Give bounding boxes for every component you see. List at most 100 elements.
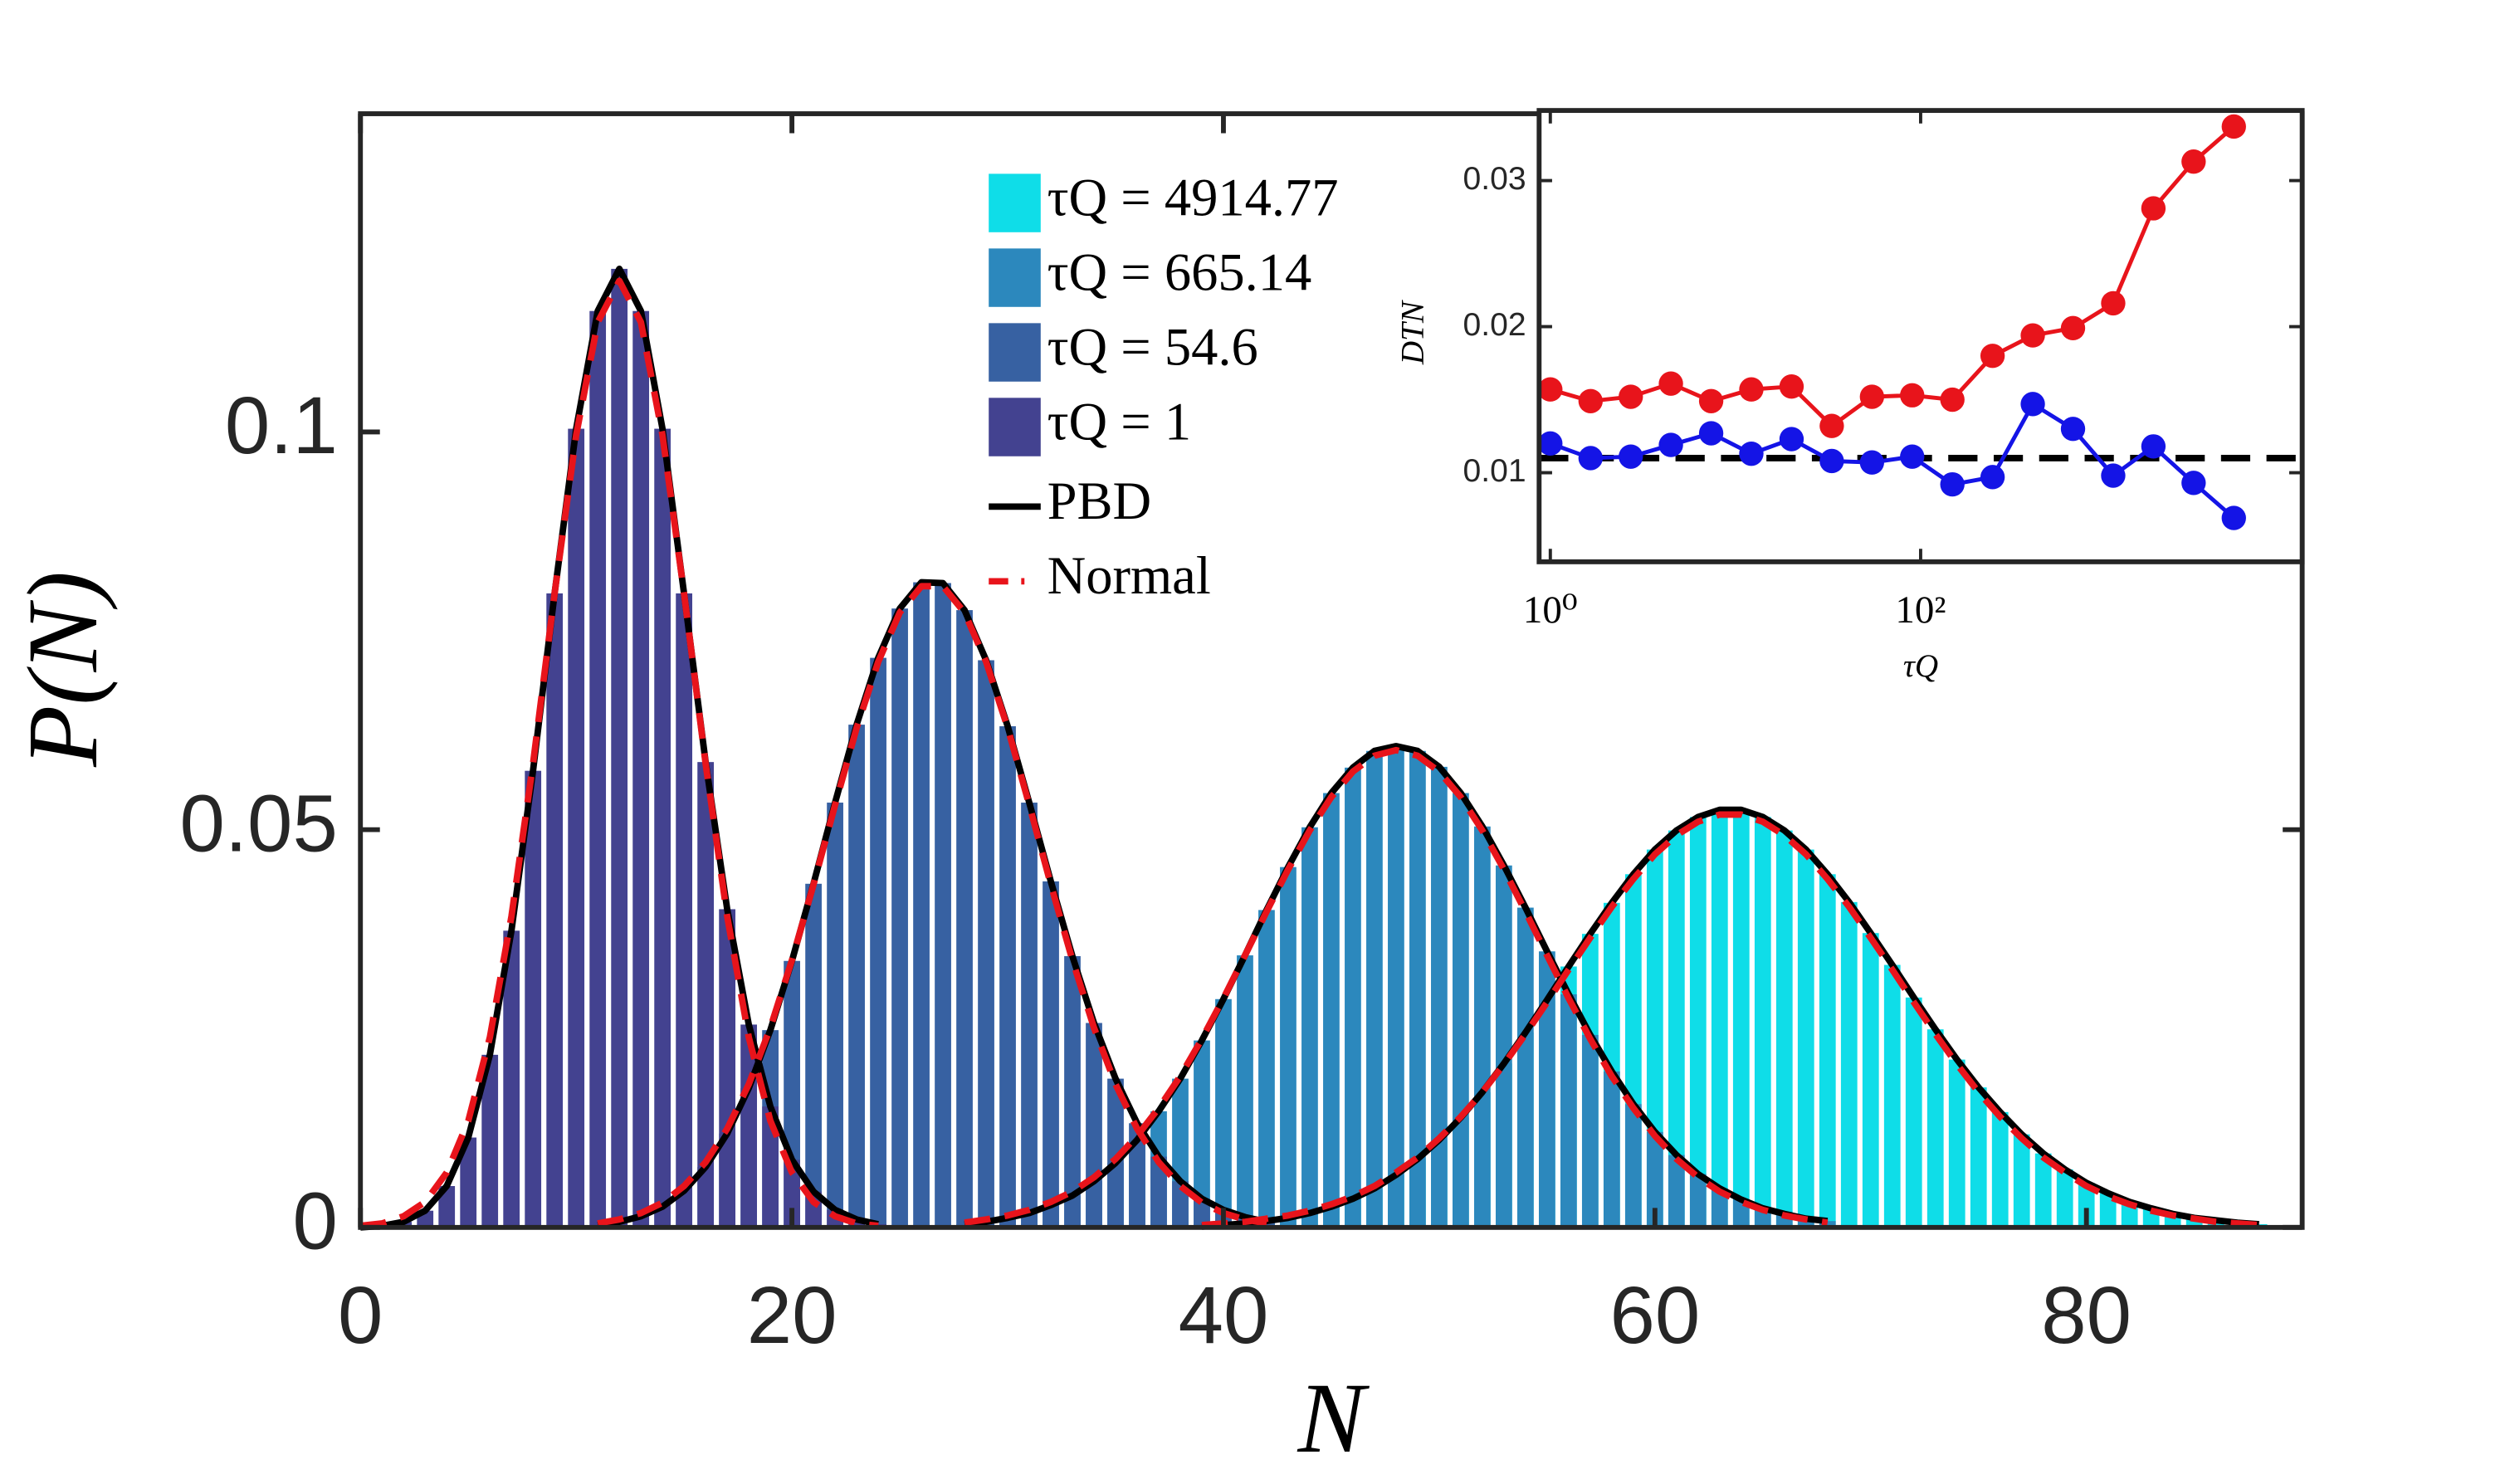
point: [2060, 315, 2086, 340]
point: [1658, 432, 1683, 457]
legend-swatch: [989, 248, 1041, 307]
bar: [999, 726, 1016, 1228]
point: [1980, 465, 2005, 490]
bar: [481, 1054, 499, 1228]
normal-curve: [1201, 811, 2259, 1228]
bar: [1624, 1104, 1642, 1228]
bar: [1668, 830, 1685, 1228]
bar: [805, 883, 822, 1228]
point: [2141, 196, 2166, 221]
bar: [1797, 849, 1814, 1228]
x-tick-label: 10⁰: [1523, 588, 1578, 632]
bar: [1862, 933, 1879, 1228]
point: [1819, 448, 1844, 474]
bar: [1345, 767, 1361, 1228]
bar: [913, 582, 930, 1228]
bar: [676, 593, 693, 1228]
bar: [1388, 745, 1404, 1228]
bar: [2099, 1193, 2117, 1228]
bar: [2078, 1183, 2095, 1228]
legend-label: τQ = 1: [1047, 391, 1191, 451]
bar: [525, 770, 542, 1228]
bar: [1043, 881, 1059, 1228]
point: [1619, 384, 1643, 409]
normal-curve: [359, 277, 879, 1229]
normal-curve: [964, 746, 1829, 1226]
point: [2181, 149, 2206, 174]
bar: [1646, 1131, 1663, 1228]
bar: [870, 657, 886, 1228]
point: [1619, 444, 1643, 469]
point: [2221, 114, 2246, 139]
bar: [1754, 817, 1771, 1228]
bar: [891, 608, 908, 1228]
point: [1739, 377, 1764, 402]
bar: [1711, 809, 1728, 1228]
normal-curve: [597, 583, 1267, 1227]
bar: [1215, 998, 1232, 1228]
point: [1900, 444, 1925, 469]
bar: [1689, 817, 1707, 1228]
bar: [1107, 1078, 1124, 1228]
bar: [1301, 827, 1318, 1228]
y-tick-label: 0.05: [180, 777, 338, 868]
plot-frame: [358, 111, 2305, 1230]
legend-swatch: [989, 398, 1041, 456]
bar: [632, 310, 650, 1228]
bar: [1840, 901, 1858, 1228]
bar: [1496, 865, 1512, 1228]
bar: [1474, 826, 1491, 1228]
x-tick-label: 0: [338, 1269, 383, 1360]
y-tick-label: 0.03: [1463, 161, 1526, 197]
bar: [1323, 793, 1340, 1228]
point: [1698, 421, 1724, 446]
point: [1859, 384, 1884, 409]
legend-label: τQ = 665.14: [1047, 242, 1312, 301]
bar: [1775, 830, 1793, 1228]
bar: [1064, 956, 1081, 1228]
bar: [848, 1219, 865, 1228]
bar: [460, 1137, 477, 1228]
bar: [2056, 1169, 2073, 1228]
point: [1698, 388, 1724, 413]
bar: [2034, 1153, 2052, 1228]
bar: [1905, 997, 1922, 1228]
bar: [719, 909, 735, 1228]
bar: [1086, 1023, 1102, 1228]
bar: [1668, 1154, 1685, 1228]
point: [1900, 383, 1925, 408]
point: [2020, 323, 2045, 348]
point: [1980, 344, 2005, 369]
bar: [1819, 1221, 1836, 1228]
point: [1578, 388, 1603, 413]
bar: [1258, 1222, 1275, 1228]
bar: [978, 660, 994, 1228]
bar: [438, 1186, 456, 1228]
bar: [1194, 1040, 1210, 1228]
bar: [2013, 1134, 2030, 1228]
bar: [1258, 910, 1275, 1228]
point: [2181, 471, 2206, 495]
inset-background: [1539, 110, 2302, 562]
bar: [568, 428, 585, 1228]
bar: [1129, 1123, 1145, 1228]
bar: [546, 593, 564, 1228]
x-tick-label: 60: [1609, 1269, 1700, 1360]
bar: [1516, 907, 1534, 1228]
point: [1859, 450, 1884, 475]
bar: [1409, 750, 1426, 1228]
bar: [1711, 1188, 1728, 1228]
bar: [1194, 1198, 1210, 1228]
bar: [1237, 955, 1253, 1228]
point: [1779, 374, 1804, 399]
bar: [1366, 750, 1383, 1228]
x-tick-label: 10²: [1895, 588, 1946, 632]
point: [2020, 392, 2045, 417]
bar: [503, 930, 520, 1228]
bar: [1280, 866, 1297, 1228]
y-tick-label: 0.01: [1463, 453, 1526, 489]
bar: [1991, 1111, 2009, 1228]
point: [1538, 431, 1563, 456]
